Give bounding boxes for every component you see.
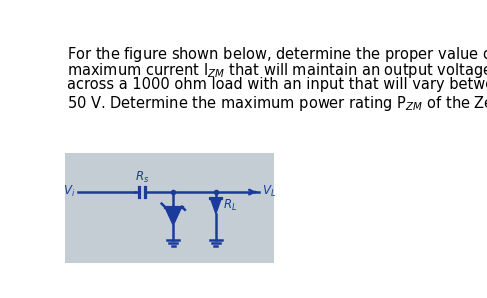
Text: 50 V. Determine the maximum power rating P$_{ZM}$ of the Zener diode.: 50 V. Determine the maximum power rating…: [67, 94, 487, 113]
Polygon shape: [165, 207, 182, 225]
Bar: [65, 153, 274, 263]
Text: $R_L$: $R_L$: [223, 198, 237, 213]
Text: across a 1000 ohm load with an input that will vary between 30 V and: across a 1000 ohm load with an input tha…: [67, 77, 487, 92]
Text: For the figure shown below, determine the proper value of R$_s$ and the: For the figure shown below, determine th…: [67, 45, 487, 64]
Text: maximum current I$_{ZM}$ that will maintain an output voltage of 20 V: maximum current I$_{ZM}$ that will maint…: [67, 61, 487, 80]
Polygon shape: [210, 198, 221, 214]
Text: $V_i$: $V_i$: [63, 184, 75, 199]
Text: $V_L$: $V_L$: [262, 184, 276, 199]
Text: $R_s$: $R_s$: [135, 170, 150, 185]
